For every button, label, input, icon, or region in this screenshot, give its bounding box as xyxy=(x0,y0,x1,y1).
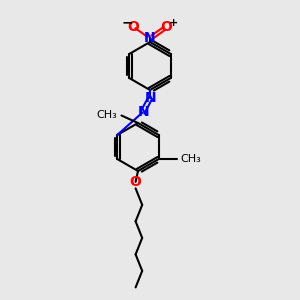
Text: CH₃: CH₃ xyxy=(96,110,117,120)
Text: O: O xyxy=(160,20,172,34)
Text: N: N xyxy=(138,106,149,119)
Text: O: O xyxy=(130,175,142,189)
Text: N: N xyxy=(144,32,156,45)
Text: O: O xyxy=(128,20,140,34)
Text: +: + xyxy=(169,17,178,28)
Text: CH₃: CH₃ xyxy=(180,154,201,164)
Text: N: N xyxy=(145,92,157,105)
Text: −: − xyxy=(121,16,133,29)
